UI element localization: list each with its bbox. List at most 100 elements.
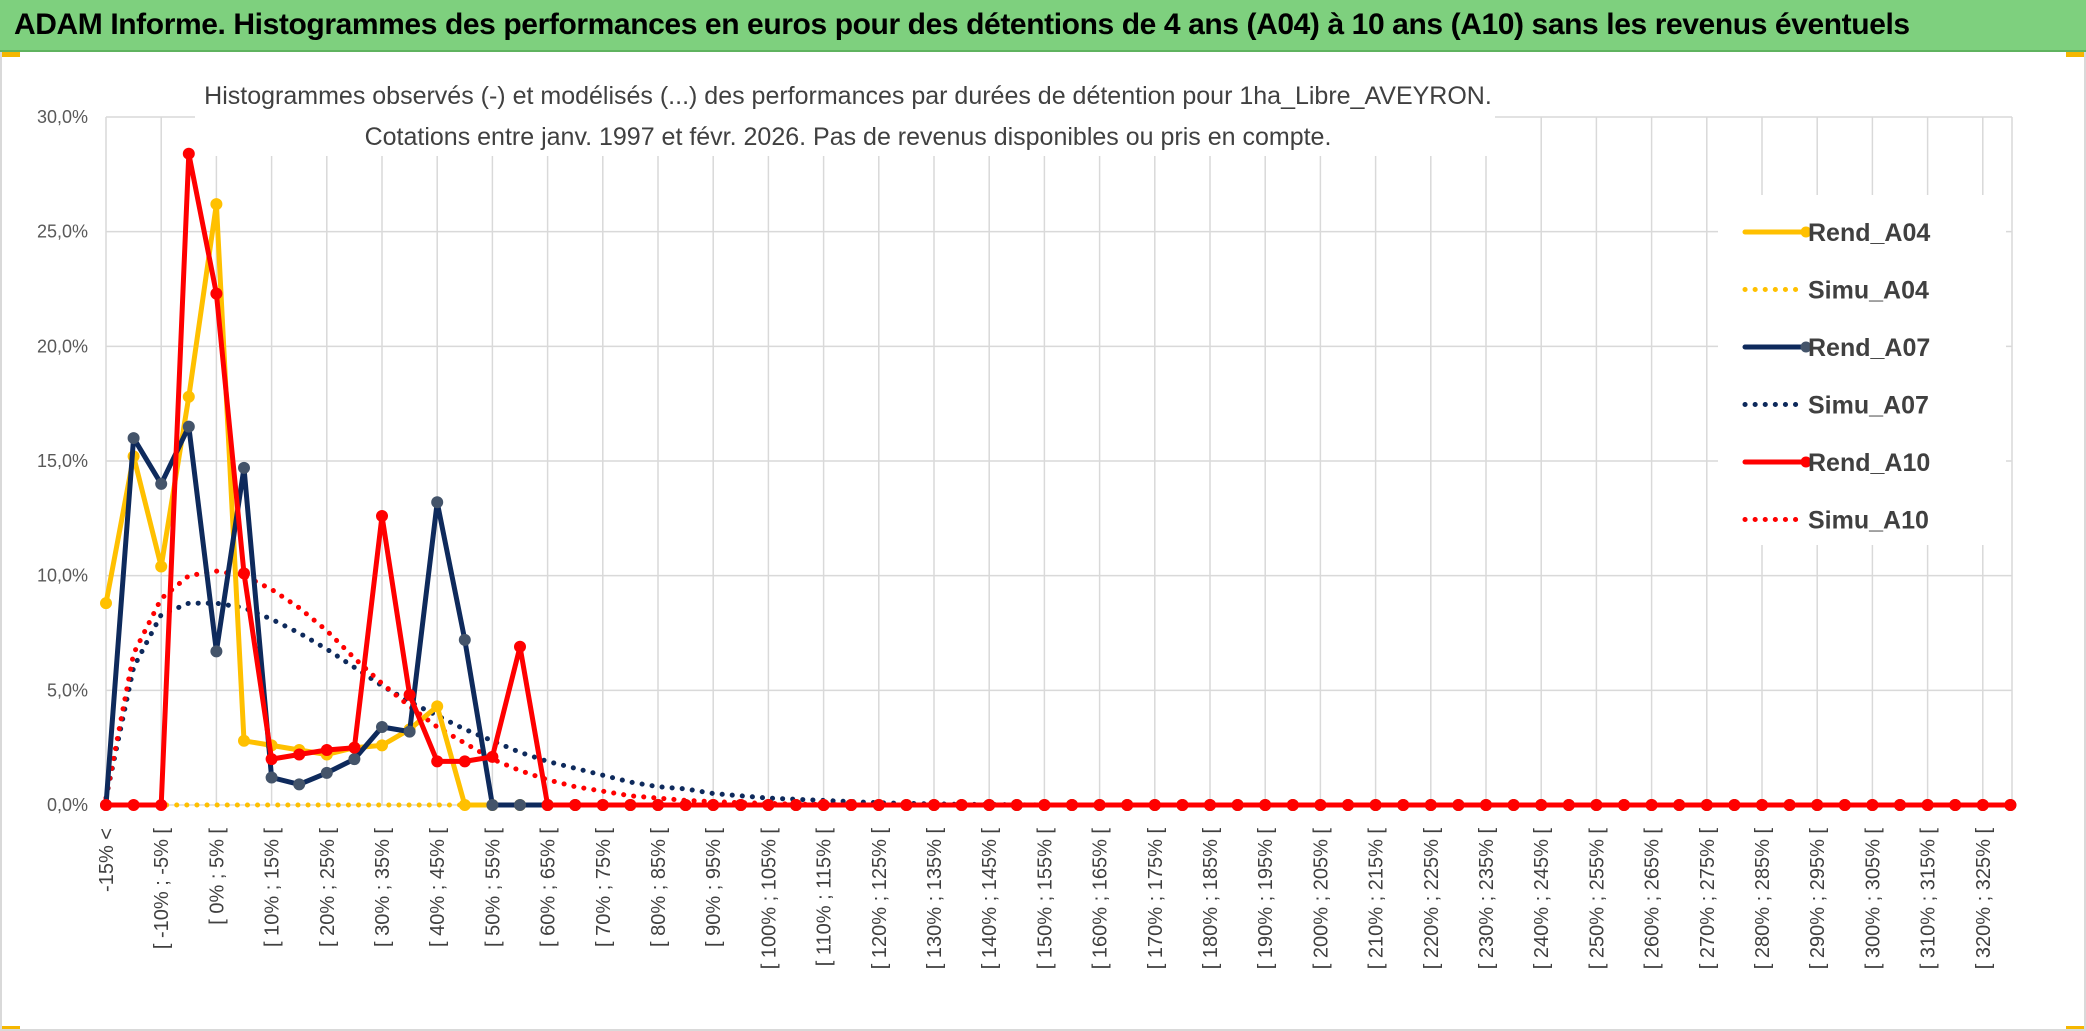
legend-item: Rend_A10 <box>1742 449 1930 477</box>
data-point <box>790 799 802 811</box>
data-point <box>624 799 637 811</box>
x-tick-label: [ 270% ; 275% [ <box>1697 828 1719 970</box>
data-point <box>458 633 471 646</box>
legend-item: Simu_A10 <box>1742 507 1929 535</box>
legend-label: Rend_A10 <box>1808 449 1930 477</box>
legend-item: Simu_A07 <box>1742 392 1929 420</box>
data-point <box>458 755 471 768</box>
data-point <box>293 778 306 791</box>
data-point <box>320 743 333 756</box>
data-point <box>1866 799 1879 811</box>
x-tick-label: [ 200% ; 205% [ <box>1310 828 1332 970</box>
data-point <box>845 799 858 811</box>
data-point <box>707 799 720 811</box>
y-tick-label: 30,0% <box>37 107 88 127</box>
legend-item: Simu_A04 <box>1742 277 1929 305</box>
data-point <box>210 287 223 300</box>
x-axis-ticks: -15% < [ -10% ; -5% [[ 0% ; 5% [[ 10% ; 1… <box>96 828 1995 970</box>
data-point <box>403 725 416 738</box>
x-tick-label: [ 120% ; 125% [ <box>869 828 891 970</box>
data-point <box>1452 799 1465 811</box>
data-point <box>762 799 775 811</box>
data-point <box>1286 799 1299 811</box>
y-tick-label: 10,0% <box>37 566 88 586</box>
data-point <box>486 799 499 811</box>
legend: Rend_A04 Simu_A04 Rend_A07 Simu_A07 Rend_A10… <box>1718 195 2006 545</box>
data-point <box>1231 799 1244 811</box>
y-tick-label: 15,0% <box>37 451 88 471</box>
x-tick-label: [ 210% ; 215% [ <box>1366 828 1388 970</box>
x-tick-label: [ -10% ; -5% [ <box>151 828 173 950</box>
chart-title: Histogrammes observés (-) et modélisés (… <box>204 82 1492 110</box>
x-tick-label: [ 110% ; 115% [ <box>814 828 836 967</box>
x-tick-label: [ 190% ; 195% [ <box>1255 828 1277 970</box>
data-point <box>100 597 112 610</box>
x-tick-label: [ 130% ; 135% [ <box>924 828 946 970</box>
data-point <box>210 198 223 211</box>
data-point <box>1507 799 1520 811</box>
data-point <box>2004 799 2017 811</box>
legend-label: Rend_A07 <box>1808 334 1930 362</box>
data-point <box>348 753 361 766</box>
data-point <box>928 799 940 811</box>
data-point <box>376 721 388 734</box>
x-tick-label: [ 140% ; 145% [ <box>979 828 1001 970</box>
legend-marker <box>1800 226 1812 238</box>
data-point <box>1038 799 1051 811</box>
data-point <box>514 640 526 653</box>
series-line <box>103 600 2013 808</box>
series-simu-a10 <box>103 568 2013 808</box>
x-tick-label: [ 310% ; 315% [ <box>1918 828 1940 970</box>
series-rend-a10 <box>100 147 2017 811</box>
data-point <box>569 799 582 811</box>
data-point <box>1921 799 1934 811</box>
data-point <box>1397 799 1410 811</box>
x-tick-label: [ 320% ; 325% [ <box>1973 828 1995 970</box>
data-point <box>1369 799 1382 811</box>
data-point <box>376 510 388 523</box>
data-point <box>238 567 250 580</box>
x-tick-label: [ 170% ; 175% [ <box>1145 828 1167 970</box>
data-point <box>1342 799 1354 811</box>
data-point <box>817 799 830 811</box>
data-point <box>1148 799 1161 811</box>
data-point <box>431 700 444 713</box>
data-point <box>1259 799 1272 811</box>
x-tick-label: [ 230% ; 235% [ <box>1476 828 1498 970</box>
data-point <box>1010 799 1023 811</box>
data-point <box>1535 799 1548 811</box>
x-tick-label: [ 90% ; 95% [ <box>703 828 725 947</box>
data-point <box>596 799 609 811</box>
data-point <box>900 799 913 811</box>
x-tick-label: [ 150% ; 155% [ <box>1034 828 1056 970</box>
data-point <box>293 748 306 761</box>
data-point <box>1673 799 1686 811</box>
right-corner-accent <box>2066 52 2086 57</box>
legend-background <box>1718 195 2006 545</box>
data-point <box>1590 799 1603 811</box>
data-point <box>265 771 278 784</box>
data-point <box>1894 799 1906 811</box>
data-point <box>238 734 250 747</box>
x-tick-label: [ 280% ; 285% [ <box>1752 828 1774 970</box>
title-background <box>195 76 1495 156</box>
chart-subtitle: Cotations entre janv. 1997 et févr. 2026… <box>365 123 1332 151</box>
legend-label: Simu_A04 <box>1808 277 1929 305</box>
data-point <box>541 799 554 811</box>
data-point <box>431 755 444 768</box>
chart-title-area: Histogrammes observés (-) et modélisés (… <box>195 76 1495 156</box>
x-tick-label: [ 40% ; 45% [ <box>427 828 449 947</box>
y-tick-label: 25,0% <box>37 222 88 242</box>
data-point <box>348 741 361 754</box>
y-axis-ticks: 0,0% 5,0% 10,0% 15,0% 20,0% 25,0% 30,0% <box>37 107 88 815</box>
data-point <box>376 739 388 752</box>
data-point <box>652 799 664 811</box>
x-tick-label: [ 240% ; 245% [ <box>1531 828 1553 970</box>
data-point <box>458 799 471 811</box>
data-point <box>1093 799 1106 811</box>
data-point <box>1176 799 1189 811</box>
legend-marker <box>1800 341 1812 353</box>
data-point <box>872 799 885 811</box>
data-point <box>182 420 195 433</box>
banner: ADAM Informe. Histogrammes des performan… <box>0 0 2086 52</box>
